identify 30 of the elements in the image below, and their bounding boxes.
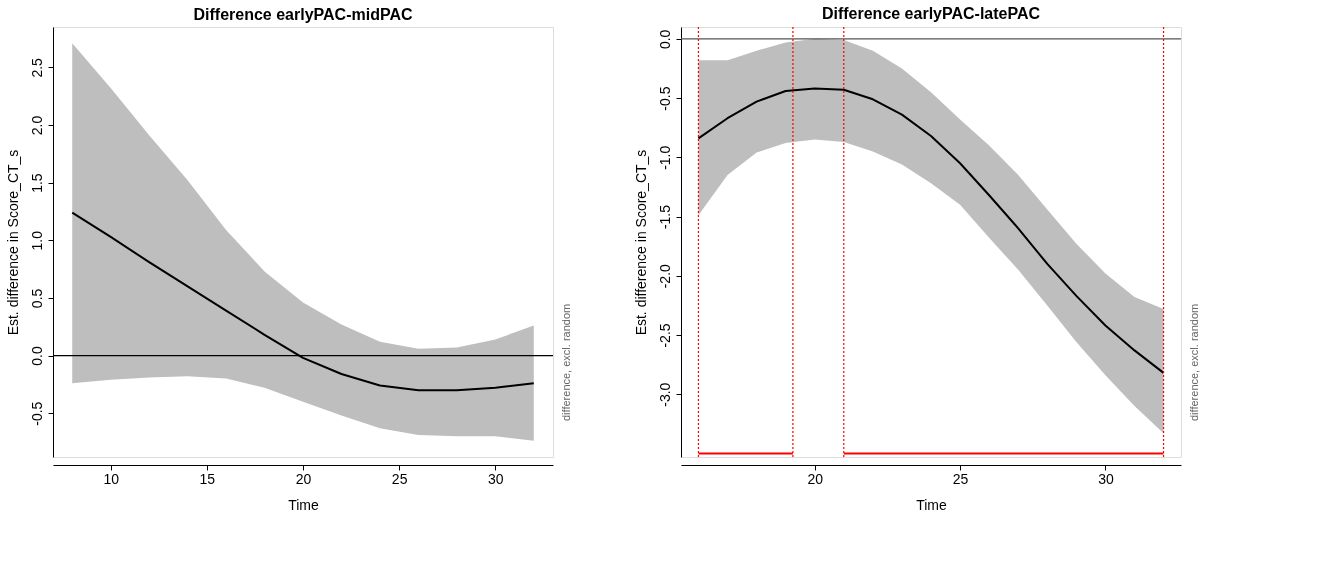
x-axis-title: Time <box>916 496 948 513</box>
y-tick-label: 1.5 <box>28 173 45 193</box>
y-tick-label: 2.0 <box>28 115 45 136</box>
y-tick-label: -0.5 <box>656 86 673 111</box>
chart-title: Difference earlyPAC-latePAC <box>821 5 1041 23</box>
text: difference, excl. random <box>1188 303 1200 421</box>
chart-title: Difference earlyPAC-midPAC <box>193 6 413 23</box>
y-tick-label: -1.0 <box>656 145 673 170</box>
y-tick-label: 0.0 <box>28 346 45 366</box>
y-tick-label: -0.5 <box>28 401 45 426</box>
x-tick-label: 20 <box>807 470 824 487</box>
y-axis-title: Est. difference in Score_CT_s <box>632 149 649 336</box>
y-tick-label: -1.5 <box>656 204 673 230</box>
x-tick-label: 30 <box>488 470 504 487</box>
y-axis-title: Est. difference in Score_CT_s <box>4 149 21 336</box>
y-tick-label: -2.0 <box>656 263 673 289</box>
x-tick-label: 10 <box>103 470 120 487</box>
x-tick-label: 20 <box>295 470 312 487</box>
y-tick-label: 0.5 <box>28 288 45 309</box>
x-axis-title: Time <box>288 496 320 513</box>
x-tick-label: 30 <box>1098 470 1114 487</box>
x-tick-label: 25 <box>952 470 969 487</box>
x-tick-label: 25 <box>391 470 408 487</box>
y-tick-label: -3.0 <box>656 382 673 407</box>
x-tick-label: 15 <box>199 470 216 487</box>
y-tick-label: 0.0 <box>656 29 673 50</box>
y-tick-label: 2.5 <box>28 57 45 78</box>
text: difference, excl. random <box>560 303 572 421</box>
y-tick-label: -2.5 <box>656 323 673 348</box>
y-tick-label: 1.0 <box>28 230 45 251</box>
